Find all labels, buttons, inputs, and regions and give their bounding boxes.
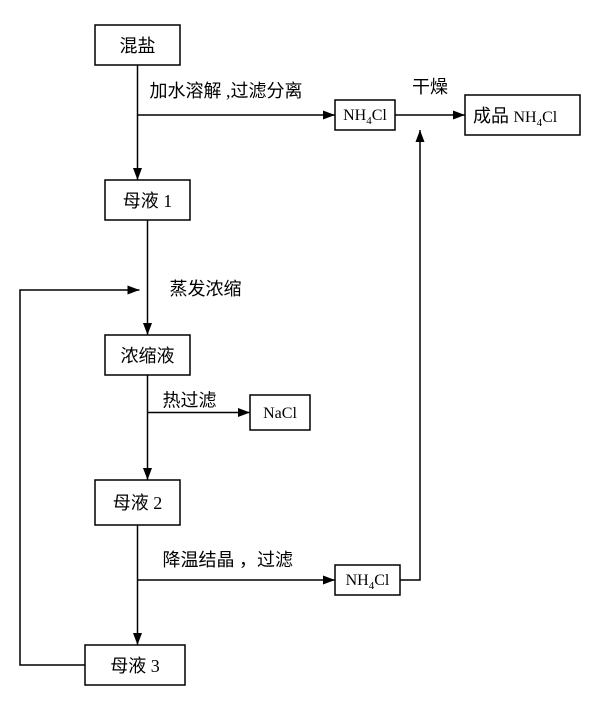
edgelabel-dry: 干燥: [412, 77, 448, 97]
label-nacl: NaCl: [263, 405, 297, 422]
edgelabel-coolcryst: 降温结晶 ，过滤: [163, 550, 294, 570]
edgelabel-hotfilter: 热过滤: [163, 391, 217, 411]
edgelabel-dissolve: 加水溶解 ,过滤分离: [150, 81, 303, 101]
label-product: 成品 NH4Cl: [473, 106, 558, 129]
label-mother-liquor-1: 母液 1: [123, 191, 173, 211]
label-mother-liquor-3: 母液 3: [110, 656, 160, 676]
label-concentrate: 浓缩液: [121, 346, 175, 366]
edgelabel-evaporate: 蒸发浓缩: [170, 279, 242, 299]
label-mother-liquor-2: 母液 2: [113, 493, 163, 513]
label-mixed-salt: 混盐: [120, 36, 156, 56]
edge-nh4clb-up: [400, 130, 420, 580]
